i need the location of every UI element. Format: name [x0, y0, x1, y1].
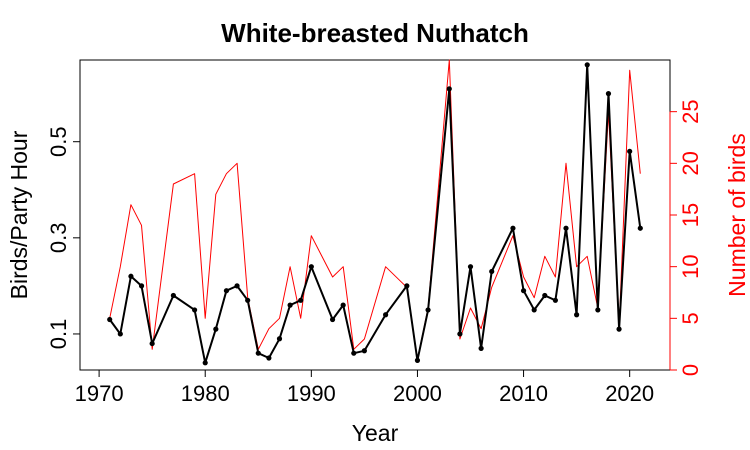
- y-tick-label: 0.3: [46, 223, 71, 254]
- data-point: [595, 307, 601, 313]
- series-number-of-birds: [109, 59, 641, 361]
- data-point: [552, 297, 558, 303]
- y2-tick-label: 20: [678, 151, 703, 175]
- x-axis-label: Year: [352, 420, 399, 446]
- data-point: [489, 268, 495, 275]
- y-axis-right: 0 5 10 15 20 25: [669, 99, 703, 376]
- data-point: [170, 292, 176, 299]
- data-point: [627, 148, 633, 154]
- data-point: [128, 273, 134, 279]
- data-point: [478, 345, 484, 351]
- data-point: [446, 86, 452, 92]
- data-point: [361, 348, 367, 354]
- series-birds-per-party-hour: [107, 62, 643, 366]
- y-tick-label: 0.5: [46, 126, 71, 157]
- x-tick-label: 2010: [499, 381, 548, 406]
- y2-tick-label: 25: [678, 99, 703, 123]
- series-line-birds-per-party-hour: [108, 63, 642, 364]
- data-point: [351, 350, 357, 356]
- data-point: [329, 316, 336, 323]
- data-point: [542, 292, 548, 299]
- x-tick-label: 1970: [75, 381, 124, 406]
- data-point: [520, 288, 527, 294]
- data-point: [107, 316, 113, 323]
- data-point: [605, 91, 612, 97]
- y-axis-label: Birds/Party Hour: [6, 130, 32, 299]
- data-point: [117, 331, 123, 337]
- x-tick-label: 2000: [393, 381, 442, 406]
- data-point: [425, 307, 431, 313]
- data-point: [298, 297, 304, 303]
- y2-tick-label: 5: [678, 312, 703, 324]
- data-point: [276, 336, 283, 342]
- x-tick-label: 1980: [181, 381, 230, 406]
- data-point: [510, 225, 516, 231]
- data-point: [404, 283, 410, 289]
- data-point: [616, 326, 622, 332]
- data-point: [287, 302, 293, 308]
- x-axis: 1970 1980 1990 2000 2010 2020: [75, 369, 654, 406]
- data-point: [574, 312, 580, 318]
- data-point: [340, 302, 346, 308]
- series-line-number-of-birds: [109, 59, 641, 361]
- data-point: [202, 360, 208, 366]
- data-point: [234, 283, 240, 289]
- y2-tick-label: 15: [678, 203, 703, 227]
- data-point: [223, 288, 230, 294]
- data-point: [383, 312, 389, 318]
- data-point: [255, 350, 261, 356]
- y-tick-label: 0.1: [46, 319, 71, 350]
- y-axis-left: 0.1 0.3 0.5: [46, 126, 81, 350]
- data-point: [457, 331, 463, 337]
- x-tick-label: 2020: [605, 381, 654, 406]
- data-point: [637, 225, 643, 231]
- data-point: [245, 297, 251, 303]
- data-point: [149, 340, 155, 347]
- data-point: [138, 283, 145, 289]
- data-point: [213, 326, 219, 332]
- data-point: [563, 225, 569, 231]
- data-point: [584, 62, 590, 68]
- data-point: [467, 264, 474, 270]
- x-tick-label: 1990: [287, 381, 336, 406]
- data-point: [266, 355, 272, 361]
- y2-tick-label: 0: [678, 364, 703, 376]
- data-point: [414, 357, 421, 363]
- data-point: [531, 307, 537, 313]
- chart-title: White-breasted Nuthatch: [221, 18, 529, 48]
- data-point: [192, 307, 198, 313]
- y2-axis-label: Number of birds: [724, 133, 750, 297]
- data-point: [308, 264, 314, 270]
- y2-tick-label: 10: [678, 254, 703, 278]
